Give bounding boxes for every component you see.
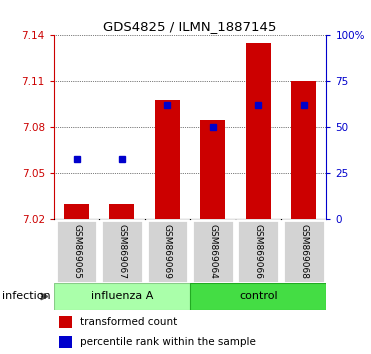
FancyBboxPatch shape	[237, 220, 279, 282]
Text: GSM869067: GSM869067	[118, 224, 127, 279]
Text: GSM869065: GSM869065	[72, 224, 81, 279]
FancyBboxPatch shape	[56, 220, 98, 282]
FancyBboxPatch shape	[190, 283, 326, 310]
FancyBboxPatch shape	[54, 283, 190, 310]
Bar	[200, 120, 225, 219]
Text: percentile rank within the sample: percentile rank within the sample	[80, 337, 256, 347]
Bar	[59, 336, 72, 348]
Bar	[155, 100, 180, 219]
FancyBboxPatch shape	[101, 220, 143, 282]
Bar	[291, 81, 316, 219]
Bar	[109, 204, 134, 219]
Bar	[59, 316, 72, 327]
Text: influenza A: influenza A	[91, 291, 153, 302]
Text: control: control	[239, 291, 278, 302]
Text: infection: infection	[2, 291, 50, 302]
FancyBboxPatch shape	[147, 220, 188, 282]
FancyBboxPatch shape	[192, 220, 234, 282]
Text: GSM869066: GSM869066	[254, 224, 263, 279]
Bar	[64, 204, 89, 219]
Text: GSM869069: GSM869069	[163, 224, 172, 279]
Bar	[246, 43, 271, 219]
Text: GSM869064: GSM869064	[209, 224, 217, 279]
Text: GSM869068: GSM869068	[299, 224, 308, 279]
Title: GDS4825 / ILMN_1887145: GDS4825 / ILMN_1887145	[104, 20, 277, 33]
FancyBboxPatch shape	[283, 220, 325, 282]
Text: transformed count: transformed count	[80, 316, 177, 327]
